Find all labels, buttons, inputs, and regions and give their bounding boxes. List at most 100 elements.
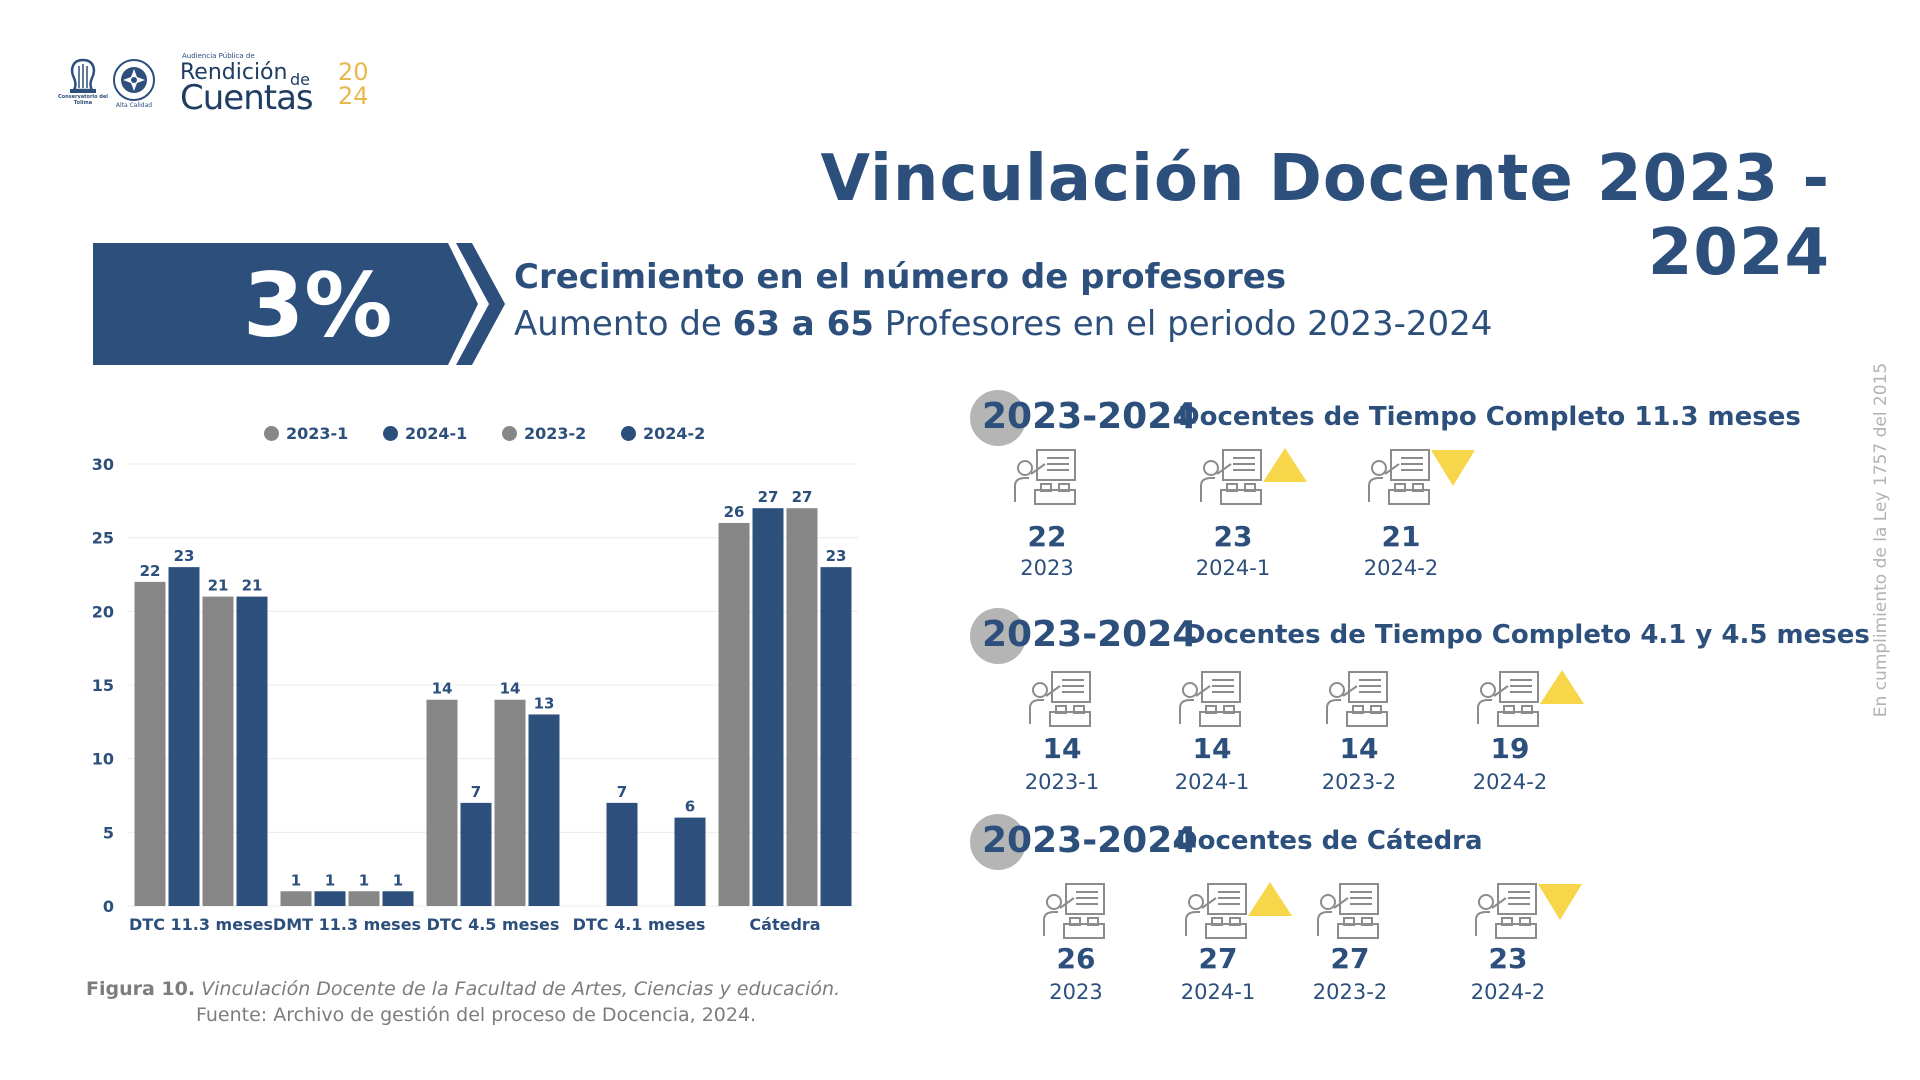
teacher-board-icon — [1477, 671, 1539, 727]
person-head — [1203, 460, 1219, 476]
stat-period: 2023-2 — [1312, 980, 1388, 1004]
stat-icon — [1472, 880, 1542, 946]
student-right — [1370, 705, 1382, 714]
bar — [786, 508, 818, 906]
data-label: 1 — [291, 871, 301, 889]
student-right — [1229, 917, 1241, 926]
percent-banner: 3% — [93, 243, 513, 365]
person-head — [1329, 682, 1345, 698]
student-right — [1223, 705, 1235, 714]
student-left — [1040, 483, 1052, 492]
bar — [382, 891, 414, 906]
brand-line1: Rendición — [180, 60, 288, 85]
legend-dot — [502, 426, 517, 441]
data-label: 21 — [208, 577, 229, 595]
section-label: Docentes de Tiempo Completo 4.1 y 4.5 me… — [1184, 620, 1870, 650]
student-left — [1211, 917, 1223, 926]
pointer — [1059, 897, 1075, 909]
board-frame — [1497, 883, 1537, 915]
data-label: 14 — [500, 680, 521, 698]
desk — [1337, 923, 1379, 939]
data-label: 21 — [242, 577, 263, 595]
stat-period: 2023-1 — [1024, 770, 1100, 794]
stat-icon — [1314, 880, 1384, 946]
stat-value: 19 — [1490, 732, 1530, 765]
y-tick-label: 30 — [92, 455, 114, 474]
growth-subline: Aumento de 63 a 65 Profesores en el peri… — [514, 304, 1492, 344]
subline-suffix: Profesores en el periodo 2023-2024 — [873, 304, 1493, 344]
desk — [1495, 923, 1537, 939]
figure-source: Fuente: Archivo de gestión del proceso d… — [196, 1004, 757, 1026]
desk — [1063, 923, 1105, 939]
legend-item: 2023-1 — [264, 424, 348, 443]
acreditacion-logo: Alta Calidad — [110, 58, 158, 114]
stat-value: 27 — [1198, 942, 1238, 975]
stat-value: 14 — [1339, 732, 1379, 765]
student-right — [1087, 917, 1099, 926]
bar — [528, 714, 560, 906]
person-head — [1032, 682, 1048, 698]
stat-value: 22 — [1027, 520, 1067, 553]
section-label: Docentes de Tiempo Completo 11.3 meses — [1178, 402, 1801, 432]
teacher-board-icon — [1014, 449, 1076, 505]
rendicion-cuentas-logo: Audiencia Pública de Rendición de Cuenta… — [180, 52, 390, 118]
stat-value: 14 — [1192, 732, 1232, 765]
person-head — [1046, 894, 1062, 910]
pointer — [1342, 685, 1358, 697]
banner-arrow-shape — [93, 243, 505, 365]
stat-icon — [1026, 668, 1096, 734]
teacher-board-icon — [1475, 883, 1537, 939]
stat-icon — [1474, 668, 1544, 734]
data-label: 23 — [174, 547, 195, 565]
category-label: DTC 4.1 meses — [573, 915, 706, 934]
stat-period: 2023 — [1020, 556, 1074, 580]
student-left — [1069, 917, 1081, 926]
person-body — [1368, 477, 1383, 502]
legal-side-note-text: En cumplimiento de la Ley 1757 del 2015 — [1871, 362, 1891, 718]
bar — [202, 596, 234, 906]
board-frame — [1348, 671, 1388, 703]
bar — [674, 817, 706, 906]
student-left — [1205, 705, 1217, 714]
person-body — [1477, 699, 1492, 724]
category-label: DMT 11.3 meses — [273, 915, 421, 934]
desk — [1388, 489, 1430, 505]
data-label: 7 — [617, 783, 627, 801]
conservatorio-logo: Conservatorio del Tolima — [58, 56, 108, 112]
stat-icon — [1365, 446, 1435, 512]
student-right — [1244, 483, 1256, 492]
figure-text: Vinculación Docente de la Facultad de Ar… — [195, 978, 841, 1000]
student-right — [1361, 917, 1373, 926]
data-label: 6 — [685, 798, 695, 816]
stat-value: 23 — [1488, 942, 1528, 975]
bar — [718, 522, 750, 906]
stat-period: 2024-2 — [1363, 556, 1439, 580]
board-frame — [1051, 671, 1091, 703]
data-label: 1 — [325, 871, 335, 889]
pointer — [1333, 897, 1349, 909]
brand-line2: Cuentas — [180, 78, 314, 118]
person-body — [1014, 477, 1029, 502]
subline-prefix: Aumento de — [514, 304, 733, 344]
pointer — [1384, 463, 1400, 475]
brand-year-bottom: 24 — [338, 82, 369, 110]
section-year: 2023-2024 — [982, 614, 1198, 655]
section-label: Docentes de Cátedra — [1176, 826, 1483, 856]
stat-period: 2023-2 — [1321, 770, 1397, 794]
person-head — [1371, 460, 1387, 476]
teacher-board-icon — [1200, 449, 1262, 505]
teacher-board-icon — [1029, 671, 1091, 727]
student-right — [1521, 705, 1533, 714]
desk — [1034, 489, 1076, 505]
student-left — [1055, 705, 1067, 714]
stat-icon — [1182, 880, 1252, 946]
stat-period: 2024-2 — [1470, 980, 1546, 1004]
triangle-down-icon — [1538, 884, 1582, 920]
teacher-board-icon — [1326, 671, 1388, 727]
stat-period: 2024-1 — [1195, 556, 1271, 580]
triangle-down-icon — [1431, 450, 1475, 486]
teacher-board-icon — [1043, 883, 1105, 939]
desk — [1199, 711, 1241, 727]
bar — [494, 699, 526, 906]
triangle-up-icon — [1263, 448, 1307, 482]
